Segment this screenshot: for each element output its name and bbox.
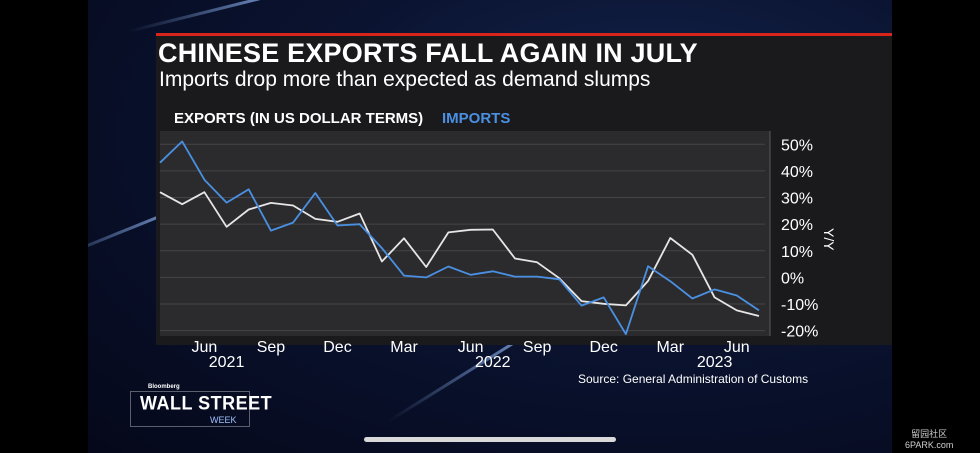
watermark-line1: 留园社区 [911,429,948,439]
legend-exports: EXPORTS (IN US DOLLAR TERMS) [174,110,424,127]
x-tick-label: Jun [191,339,217,356]
y-tick-label: 0% [781,270,804,287]
y-tick-label: 20% [781,217,813,234]
exports-line [159,191,760,317]
x-tick-label: Jun [458,339,484,356]
x-tick-label: Dec [589,339,617,356]
x-year-label: 2022 [475,354,511,371]
watermark: 留园社区 6PARK.com [905,429,953,451]
y-tick-label: 30% [781,191,813,208]
y-axis-label: Y/Y [821,228,837,251]
plot-area [160,131,770,336]
legend-imports: IMPORTS [442,110,511,127]
page-title: CHINESE EXPORTS FALL AGAIN IN JULY [158,38,698,68]
logo-brand: Bloomberg [148,384,180,390]
y-tick-label: -20% [781,324,818,341]
imports-line [159,140,760,336]
x-tick-label: Mar [390,339,418,356]
y-tick-label: 50% [781,137,813,154]
x-tick-label: Sep [523,339,552,356]
x-tick-label: Mar [656,339,684,356]
y-tick-label: 40% [781,164,813,181]
watermark-line2: 6PARK.com [905,440,954,450]
x-tick-label: Jun [724,339,750,356]
logo-show-name: WALL STREET [140,391,273,414]
source-note: Source: General Administration of Custom… [578,372,809,386]
title-accent-bar [156,33,892,36]
y-tick-label: -10% [781,297,818,314]
x-tick-label: Dec [323,339,351,356]
page-subtitle: Imports drop more than expected as deman… [159,68,651,91]
y-tick-label: 10% [781,244,813,261]
x-tick-label: Sep [257,339,286,356]
logo-week: WEEK [210,415,237,425]
x-year-label: 2021 [209,354,245,371]
logo-frame [130,391,250,427]
home-indicator[interactable] [364,437,616,442]
x-year-label: 2023 [697,354,733,371]
